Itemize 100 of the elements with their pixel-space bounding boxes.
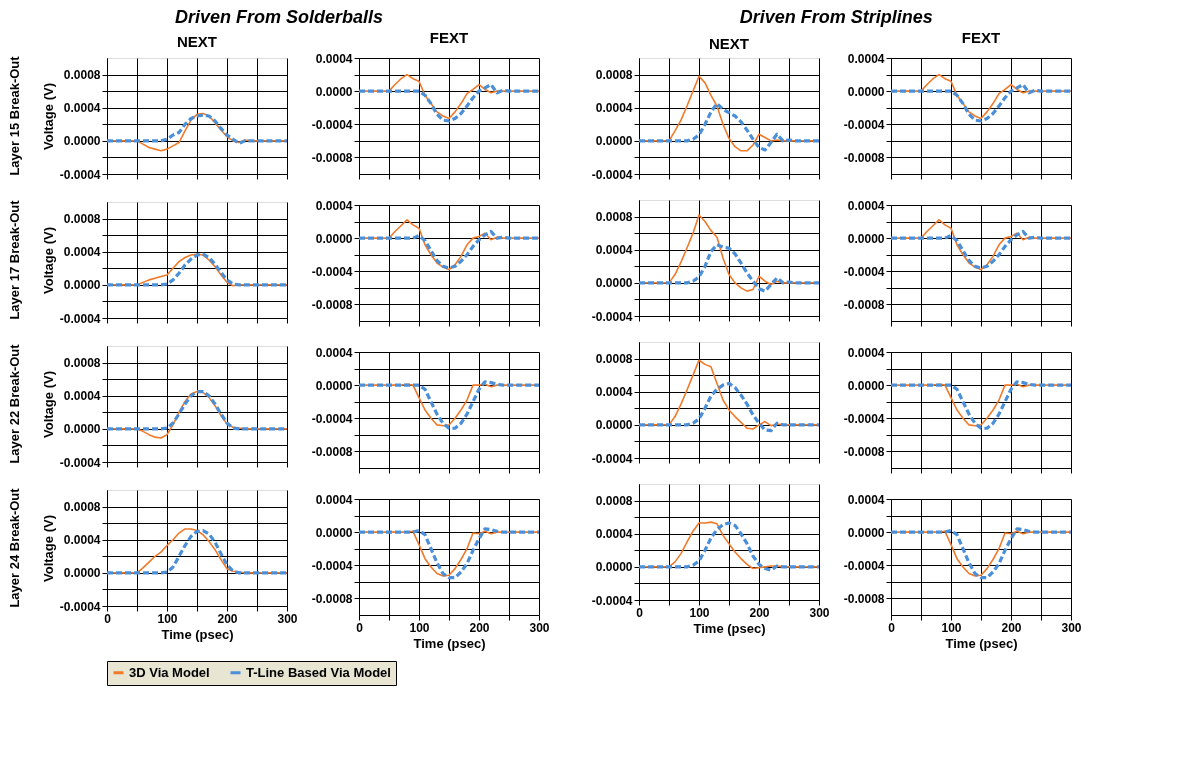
y-tick-label: 0.0004 [63,533,101,548]
y-tick-label: 0.0000 [595,276,633,291]
y-tick-label: 0.0000 [595,560,633,575]
text: Layer 24 Break-Out [7,487,22,608]
text: Layer 22 Break-Out [7,343,22,464]
y-tick-label: 0.0004 [63,245,101,260]
y-tick-label: -0.0008 [843,591,885,606]
y-tick-label: -0.0004 [591,309,633,324]
chart-title: Driven From Striplines [739,6,933,27]
x-tick-label: 0 [888,620,896,635]
y-tick-label: 0.0008 [595,494,633,509]
y-tick-label: 0.0000 [315,231,353,246]
legend-label: 3D Via Model [129,664,210,680]
y-tick-label: 0.0004 [595,101,633,116]
y-tick-label: -0.0004 [59,455,101,470]
y-tick-label: 0.0004 [847,345,885,360]
chart-subtitle: NEXT [176,33,218,51]
y-tick-label: 0.0008 [63,500,101,515]
y-tick-label: -0.0004 [843,117,885,132]
y-tick-label: 0.0004 [63,101,101,116]
y-tick-label: -0.0004 [59,311,101,326]
x-tick-label: 200 [469,620,490,635]
text: Layer 15 Break-Out [7,55,22,176]
x-tick-label: 300 [277,611,298,626]
y-tick-label: 0.0000 [847,525,885,540]
chart-subtitle: NEXT [708,35,750,52]
x-axis-title: Time (psec) [693,620,766,636]
x-tick-label: 100 [409,620,430,635]
x-axis-title: Time (psec) [945,635,1018,651]
x-tick-label: 100 [157,611,178,626]
y-tick-label: 0.0004 [595,385,633,400]
x-tick-label: 100 [941,620,962,635]
y-tick-label: 0.0004 [595,527,633,542]
y-tick-label: -0.0004 [59,167,101,182]
x-tick-label: 200 [1001,620,1022,635]
x-tick-label: 300 [529,620,550,635]
y-tick-label: 0.0004 [847,198,885,213]
y-tick-label: 0.0008 [63,68,101,83]
x-tick-label: 0 [356,620,364,635]
y-tick-label: 0.0008 [63,212,101,227]
y-tick-label: 0.0004 [63,389,101,404]
y-tick-label: 0.0000 [847,231,885,246]
y-tick-label: -0.0004 [311,117,353,132]
y-tick-label: -0.0008 [843,150,885,165]
y-tick-label: 0.0000 [595,134,633,149]
y-tick-label: 0.0000 [63,278,101,293]
y-tick-label: 0.0004 [847,51,885,66]
y-tick-label: -0.0008 [843,444,885,459]
y-tick-label: -0.0004 [311,411,353,426]
y-tick-label: 0.0000 [315,378,353,393]
y-tick-label: 0.0004 [847,492,885,507]
y-tick-label: -0.0008 [311,297,353,312]
y-tick-label: 0.0000 [63,566,101,581]
y-tick-label: -0.0004 [591,167,633,182]
chart-subtitle: FEXT [429,29,469,46]
y-tick-label: -0.0004 [59,599,101,614]
y-tick-label: -0.0004 [591,451,633,466]
y-tick-label: -0.0004 [843,411,885,426]
y-tick-label: -0.0008 [311,591,353,606]
x-tick-label: 300 [809,605,830,620]
y-tick-label: -0.0004 [843,264,885,279]
y-tick-label: 0.0004 [315,345,353,360]
y-tick-label: -0.0004 [311,558,353,573]
y-axis-title: Voltage (V) [40,83,56,150]
x-axis-title: Time (psec) [413,635,486,651]
y-axis-title: Voltage (V) [40,227,56,294]
x-tick-label: 0 [636,605,644,620]
chart-subtitle: FEXT [961,29,1001,46]
x-tick-label: 0 [104,611,112,626]
y-tick-label: 0.0008 [595,210,633,225]
y-tick-label: 0.0004 [315,51,353,66]
x-tick-label: 200 [749,605,770,620]
y-tick-label: 0.0008 [595,68,633,83]
y-tick-label: -0.0008 [843,297,885,312]
y-tick-label: 0.0000 [315,525,353,540]
y-tick-label: 0.0004 [595,243,633,258]
y-axis-title: Voltage (V) [40,515,56,582]
y-tick-label: -0.0008 [311,444,353,459]
x-tick-label: 300 [1061,620,1082,635]
y-tick-label: -0.0004 [311,264,353,279]
y-axis-title: Voltage (V) [40,371,56,438]
y-tick-label: 0.0000 [847,84,885,99]
x-tick-label: 200 [217,611,238,626]
y-tick-label: 0.0000 [63,134,101,149]
y-tick-label: 0.0000 [63,422,101,437]
y-tick-label: 0.0004 [315,198,353,213]
y-tick-label: 0.0008 [63,356,101,371]
chart-title: Driven From Solderballs [174,6,384,27]
y-tick-label: 0.0000 [595,418,633,433]
y-tick-label: 0.0000 [315,84,353,99]
legend-label: T-Line Based Via Model [246,664,391,680]
y-tick-label: 0.0000 [847,378,885,393]
y-tick-label: 0.0008 [595,352,633,367]
y-tick-label: -0.0008 [311,150,353,165]
y-tick-label: 0.0004 [315,492,353,507]
x-axis-title: Time (psec) [161,626,234,642]
x-tick-label: 100 [689,605,710,620]
y-tick-label: -0.0004 [591,593,633,608]
y-tick-label: -0.0004 [843,558,885,573]
text: Layer 17 Break-Out [7,199,22,320]
